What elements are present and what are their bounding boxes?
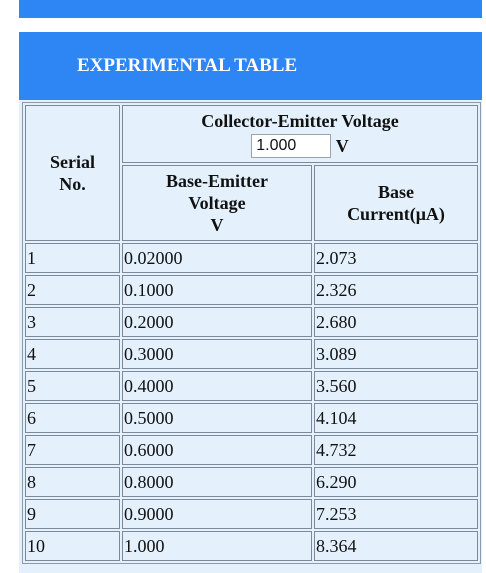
serial-cell: 4	[25, 339, 120, 369]
serial-cell: 3	[25, 307, 120, 337]
base-emitter-voltage-cell: 0.5000	[122, 403, 312, 433]
base-emitter-voltage-cell: 0.6000	[122, 435, 312, 465]
base-current-cell: 7.253	[314, 499, 478, 529]
serial-header-label: Serial No.	[50, 152, 95, 194]
experimental-table: Serial No. Collector-Emitter Voltage V B…	[22, 102, 481, 564]
base-emitter-unit: V	[210, 215, 224, 235]
base-current-cell: 4.732	[314, 435, 478, 465]
table-row: 5 0.4000 3.560	[25, 371, 478, 401]
collector-voltage-unit: V	[335, 135, 349, 156]
serial-cell: 8	[25, 467, 120, 497]
serial-cell: 10	[25, 531, 120, 561]
base-current-cell: 2.326	[314, 275, 478, 305]
table-row: 6 0.5000 4.104	[25, 403, 478, 433]
table-row: 10 1.000 8.364	[25, 531, 478, 561]
table-row: 8 0.8000 6.290	[25, 467, 478, 497]
base-emitter-voltage-cell: 0.1000	[122, 275, 312, 305]
base-emitter-label: Base-Emitter Voltage	[166, 171, 268, 213]
base-current-header: Base Current(μA)	[314, 165, 478, 241]
collector-emitter-label: Collector-Emitter Voltage	[201, 111, 399, 132]
base-emitter-voltage-cell: 0.8000	[122, 467, 312, 497]
base-emitter-voltage-cell: 0.02000	[122, 243, 312, 273]
serial-cell: 2	[25, 275, 120, 305]
serial-cell: 6	[25, 403, 120, 433]
base-emitter-voltage-cell: 0.3000	[122, 339, 312, 369]
base-current-cell: 2.073	[314, 243, 478, 273]
base-emitter-voltage-cell: 0.9000	[122, 499, 312, 529]
serial-header: Serial No.	[25, 105, 120, 241]
collector-emitter-header: Collector-Emitter Voltage V	[122, 105, 478, 163]
collector-voltage-input[interactable]	[251, 133, 332, 158]
base-current-cell: 2.680	[314, 307, 478, 337]
panel-title: EXPERIMENTAL TABLE	[19, 32, 482, 100]
base-emitter-header: Base-Emitter Voltage V	[122, 165, 312, 241]
base-current-label: Base Current(μA)	[347, 182, 445, 224]
table-row: 4 0.3000 3.089	[25, 339, 478, 369]
serial-cell: 5	[25, 371, 120, 401]
table-row: 9 0.9000 7.253	[25, 499, 478, 529]
table-row: 3 0.2000 2.680	[25, 307, 478, 337]
table-row: 1 0.02000 2.073	[25, 243, 478, 273]
table-row: 7 0.6000 4.732	[25, 435, 478, 465]
serial-cell: 1	[25, 243, 120, 273]
experimental-table-panel: EXPERIMENTAL TABLE Serial No. Collector-…	[19, 32, 482, 573]
base-current-cell: 4.104	[314, 403, 478, 433]
base-current-cell: 6.290	[314, 467, 478, 497]
serial-cell: 9	[25, 499, 120, 529]
top-bar	[19, 0, 482, 18]
base-current-cell: 3.089	[314, 339, 478, 369]
base-current-cell: 3.560	[314, 371, 478, 401]
base-emitter-voltage-cell: 1.000	[122, 531, 312, 561]
serial-cell: 7	[25, 435, 120, 465]
base-current-cell: 8.364	[314, 531, 478, 561]
base-emitter-voltage-cell: 0.4000	[122, 371, 312, 401]
table-row: 2 0.1000 2.326	[25, 275, 478, 305]
base-emitter-voltage-cell: 0.2000	[122, 307, 312, 337]
